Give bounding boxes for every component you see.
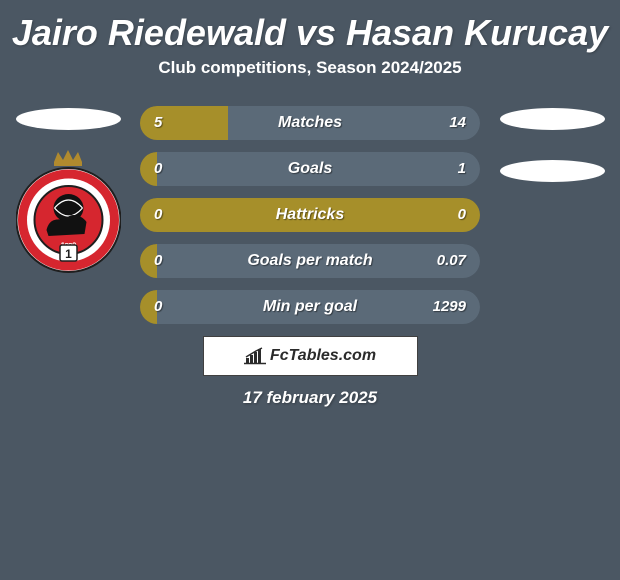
club-badge-left: ROYAL ANTWERP FOOTBALL CLUB 1880 — [16, 148, 121, 273]
player-photo-placeholder-right-2 — [500, 160, 605, 182]
stat-label: Goals per match — [140, 244, 480, 278]
player-photo-placeholder-left — [16, 108, 121, 130]
stat-row: 01Goals — [140, 152, 480, 186]
attribution-text: FcTables.com — [270, 347, 376, 365]
comparison-infographic: Jairo Riedewald vs Hasan Kurucay Club co… — [0, 0, 620, 408]
stat-row: 514Matches — [140, 106, 480, 140]
stat-label: Matches — [140, 106, 480, 140]
stat-label: Goals — [140, 152, 480, 186]
attribution-badge: FcTables.com — [203, 336, 418, 376]
main-area: ROYAL ANTWERP FOOTBALL CLUB 1880 — [0, 98, 620, 324]
club-number: 1 — [65, 247, 72, 261]
stat-label: Hattricks — [140, 198, 480, 232]
stat-label: Min per goal — [140, 290, 480, 324]
date-line: 17 february 2025 — [0, 388, 620, 408]
stat-row: 00Hattricks — [140, 198, 480, 232]
chart-icon — [244, 347, 266, 365]
stat-row: 01299Min per goal — [140, 290, 480, 324]
page-title: Jairo Riedewald vs Hasan Kurucay — [0, 0, 620, 58]
left-player-column: ROYAL ANTWERP FOOTBALL CLUB 1880 — [8, 98, 128, 273]
stat-row: 00.07Goals per match — [140, 244, 480, 278]
player-photo-placeholder-right-1 — [500, 108, 605, 130]
right-player-column — [492, 98, 612, 200]
subtitle: Club competitions, Season 2024/2025 — [0, 58, 620, 98]
stats-column: 514Matches 01Goals 00Hattricks 00.07Goals p… — [140, 98, 480, 324]
